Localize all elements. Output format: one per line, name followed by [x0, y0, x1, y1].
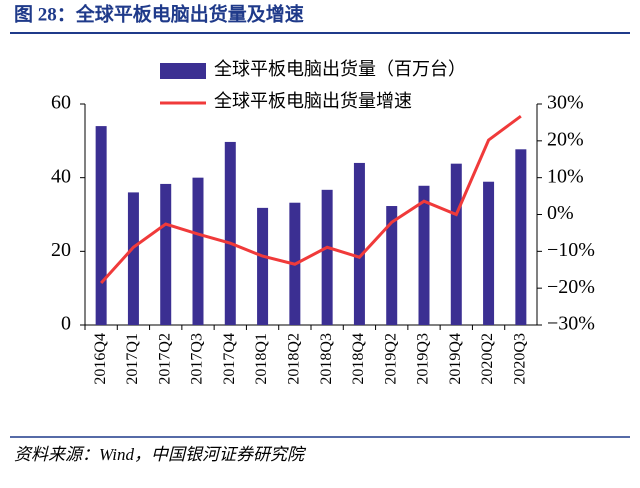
- x-tick-label: 2018Q3: [318, 333, 335, 385]
- legend-label: 全球平板电脑出货量增速: [214, 91, 412, 111]
- legend-label: 全球平板电脑出货量（百万台）: [214, 59, 466, 79]
- x-tick-label: 2020Q3: [512, 333, 529, 385]
- y2-tick-label: 10%: [547, 165, 584, 187]
- bar: [353, 162, 365, 325]
- y2-tick-label: −10%: [547, 239, 595, 261]
- y2-tick-label: −30%: [547, 313, 595, 335]
- bar: [257, 207, 269, 325]
- x-tick-label: 2019Q3: [415, 333, 432, 385]
- line: [100, 114, 522, 285]
- x-tick-label: 2018Q1: [253, 333, 270, 385]
- legend-swatch: [160, 63, 206, 79]
- y2-tick-label: −20%: [547, 276, 595, 298]
- bar: [127, 192, 139, 325]
- x-tick-label: 2017Q3: [189, 333, 206, 385]
- bar: [192, 177, 204, 325]
- y-tick-label: 20: [51, 239, 71, 261]
- y-tick-label: 60: [51, 92, 71, 114]
- bar: [95, 126, 107, 325]
- y-tick-label: 0: [61, 313, 71, 335]
- bar: [160, 183, 172, 325]
- x-tick-label: 2018Q2: [286, 333, 303, 385]
- bar: [224, 141, 236, 325]
- bar: [450, 163, 462, 325]
- bar: [321, 189, 333, 325]
- bar: [515, 149, 527, 325]
- bar: [418, 185, 430, 325]
- x-tick-label: 2016Q4: [92, 333, 109, 385]
- chart-title: 图 28：全球平板电脑出货量及增速: [14, 2, 304, 25]
- x-tick-label: 2018Q4: [350, 333, 367, 385]
- x-tick-label: 2019Q4: [447, 333, 464, 385]
- x-tick-label: 2017Q2: [156, 333, 173, 385]
- x-tick-label: 2020Q2: [479, 333, 496, 385]
- bar: [483, 181, 495, 325]
- x-tick-label: 2017Q1: [124, 333, 141, 385]
- y-tick-label: 40: [51, 165, 71, 187]
- y2-tick-label: 0%: [547, 202, 574, 224]
- source-note: 资料来源：Wind，中国银河证券研究院: [14, 445, 307, 464]
- y2-tick-label: 30%: [547, 92, 584, 114]
- bar: [386, 206, 398, 325]
- x-tick-label: 2019Q2: [382, 333, 399, 385]
- x-tick-label: 2017Q4: [221, 333, 238, 385]
- y2-tick-label: 20%: [547, 128, 584, 150]
